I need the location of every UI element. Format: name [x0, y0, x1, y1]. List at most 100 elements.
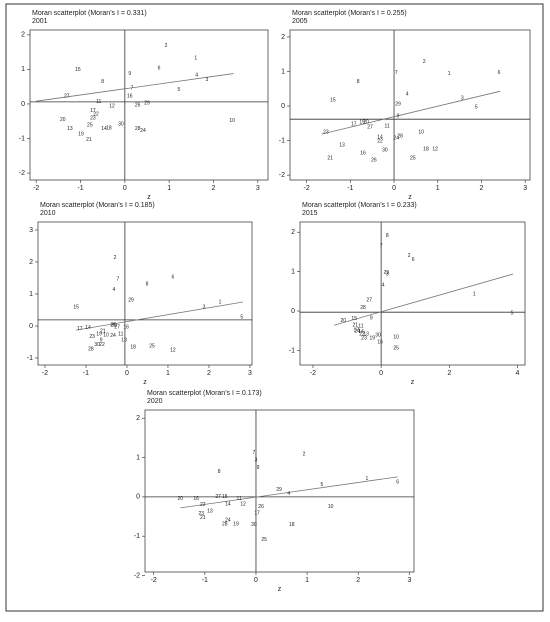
y-tick-label: 1 [291, 268, 295, 275]
point-label: 8 [386, 233, 389, 239]
point-label: 11 [236, 496, 241, 502]
point-label: 6 [158, 65, 161, 71]
y-tick-label: 0 [29, 323, 33, 330]
chart-subtitle: 2001 [32, 18, 48, 25]
point-label: 29 [383, 270, 389, 276]
y-tick-label: 1 [29, 291, 33, 298]
y-tick-label: 2 [136, 415, 140, 422]
point-label: 23 [323, 129, 329, 135]
point-label: 5 [511, 310, 514, 316]
y-tick-label: 2 [21, 32, 25, 39]
point-label: 7 [117, 276, 120, 282]
point-label: 12 [170, 347, 176, 353]
point-label: 30 [382, 148, 388, 154]
x-tick-label: -1 [202, 577, 208, 584]
point-label: 5 [475, 104, 478, 110]
point-label: 27 [114, 324, 120, 330]
point-label: 26 [135, 102, 141, 108]
y-tick-label: -1 [19, 135, 25, 142]
point-label: 12 [109, 103, 115, 109]
x-tick-label: -1 [83, 370, 89, 377]
point-label: 2 [303, 451, 306, 457]
point-label: 4 [195, 72, 198, 78]
point-label: 2 [165, 43, 168, 49]
point-label: 1 [194, 55, 197, 61]
point-label: 21 [86, 137, 92, 143]
x-tick-label: -2 [303, 185, 309, 192]
point-label: 1 [448, 71, 451, 77]
point-label: 5 [240, 314, 243, 320]
fit-line [36, 73, 234, 102]
outer-frame [5, 3, 544, 612]
chart-title: Moran scatterplot (Moran's I = 0.233) [302, 202, 417, 209]
point-label: 9 [397, 113, 400, 119]
point-label: 24 [140, 128, 146, 134]
point-label: 11 [384, 123, 389, 129]
point-label: 4 [382, 282, 385, 288]
point-label: 7 [131, 85, 134, 91]
point-label: 3 [255, 457, 258, 463]
x-axis-label: z [408, 194, 412, 201]
point-label: 26 [371, 158, 377, 164]
chart-title: Moran scatterplot (Moran's I = 0.185) [40, 202, 155, 209]
x-tick-label: 2 [207, 370, 211, 377]
point-label: 8 [218, 469, 221, 475]
point-label: 10 [393, 334, 399, 340]
y-tick-label: -1 [134, 533, 140, 540]
point-label: 28 [360, 305, 366, 311]
point-label: 19 [359, 119, 365, 125]
point-label: 25 [261, 537, 267, 543]
point-label: 17 [353, 327, 359, 333]
x-tick-label: 4 [516, 370, 520, 377]
plot-frame [37, 221, 253, 366]
y-tick-label: 0 [291, 308, 295, 315]
point-label: 26 [110, 322, 116, 328]
point-label: 30 [118, 121, 124, 127]
point-label: 11 [118, 331, 123, 337]
point-label: 24 [354, 328, 360, 334]
point-label: 16 [193, 496, 199, 502]
x-axis-label: z [411, 379, 415, 386]
x-tick-label: 3 [256, 185, 260, 192]
plot-frame [144, 409, 415, 573]
point-label: 1 [219, 299, 222, 305]
fit-line [180, 476, 398, 509]
chart-title: Moran scatterplot (Moran's I = 0.331) [32, 10, 147, 17]
x-tick-label: 0 [379, 370, 383, 377]
plot-frame [289, 29, 531, 181]
x-tick-label: 2 [356, 577, 360, 584]
point-label: 8 [357, 79, 360, 85]
point-label: 11 [96, 99, 101, 105]
point-label: 30 [375, 332, 381, 338]
point-label: 25 [393, 345, 399, 351]
y-tick-label: -1 [289, 347, 295, 354]
y-tick-label: 2 [281, 34, 285, 41]
point-label: 23 [90, 115, 96, 121]
fit-line [76, 301, 244, 331]
point-label: 10 [229, 118, 235, 124]
point-label: 21 [327, 156, 333, 162]
point-label: 10 [418, 129, 424, 135]
point-label: 17 [90, 108, 96, 114]
point-label: 13 [121, 337, 127, 343]
point-label: 28 [88, 346, 94, 352]
point-label: 16 [360, 150, 366, 156]
point-label: 9 [128, 71, 131, 77]
point-label: 27 [215, 494, 221, 500]
point-label: 22 [99, 342, 105, 348]
x-axis-label: z [278, 586, 282, 593]
point-label: 12 [432, 147, 438, 153]
fit-line [321, 90, 501, 135]
point-label: 4 [287, 491, 290, 497]
point-label: 21 [352, 323, 358, 329]
point-label: 14 [225, 501, 231, 507]
point-label: 20 [363, 119, 369, 125]
point-label: 29 [395, 101, 401, 107]
y-tick-label: 0 [21, 101, 25, 108]
y-tick-label: 1 [136, 454, 140, 461]
y-tick-label: -1 [27, 355, 33, 362]
point-label: 16 [127, 93, 133, 99]
point-label: 18 [423, 147, 429, 153]
point-label: 29 [128, 297, 134, 303]
